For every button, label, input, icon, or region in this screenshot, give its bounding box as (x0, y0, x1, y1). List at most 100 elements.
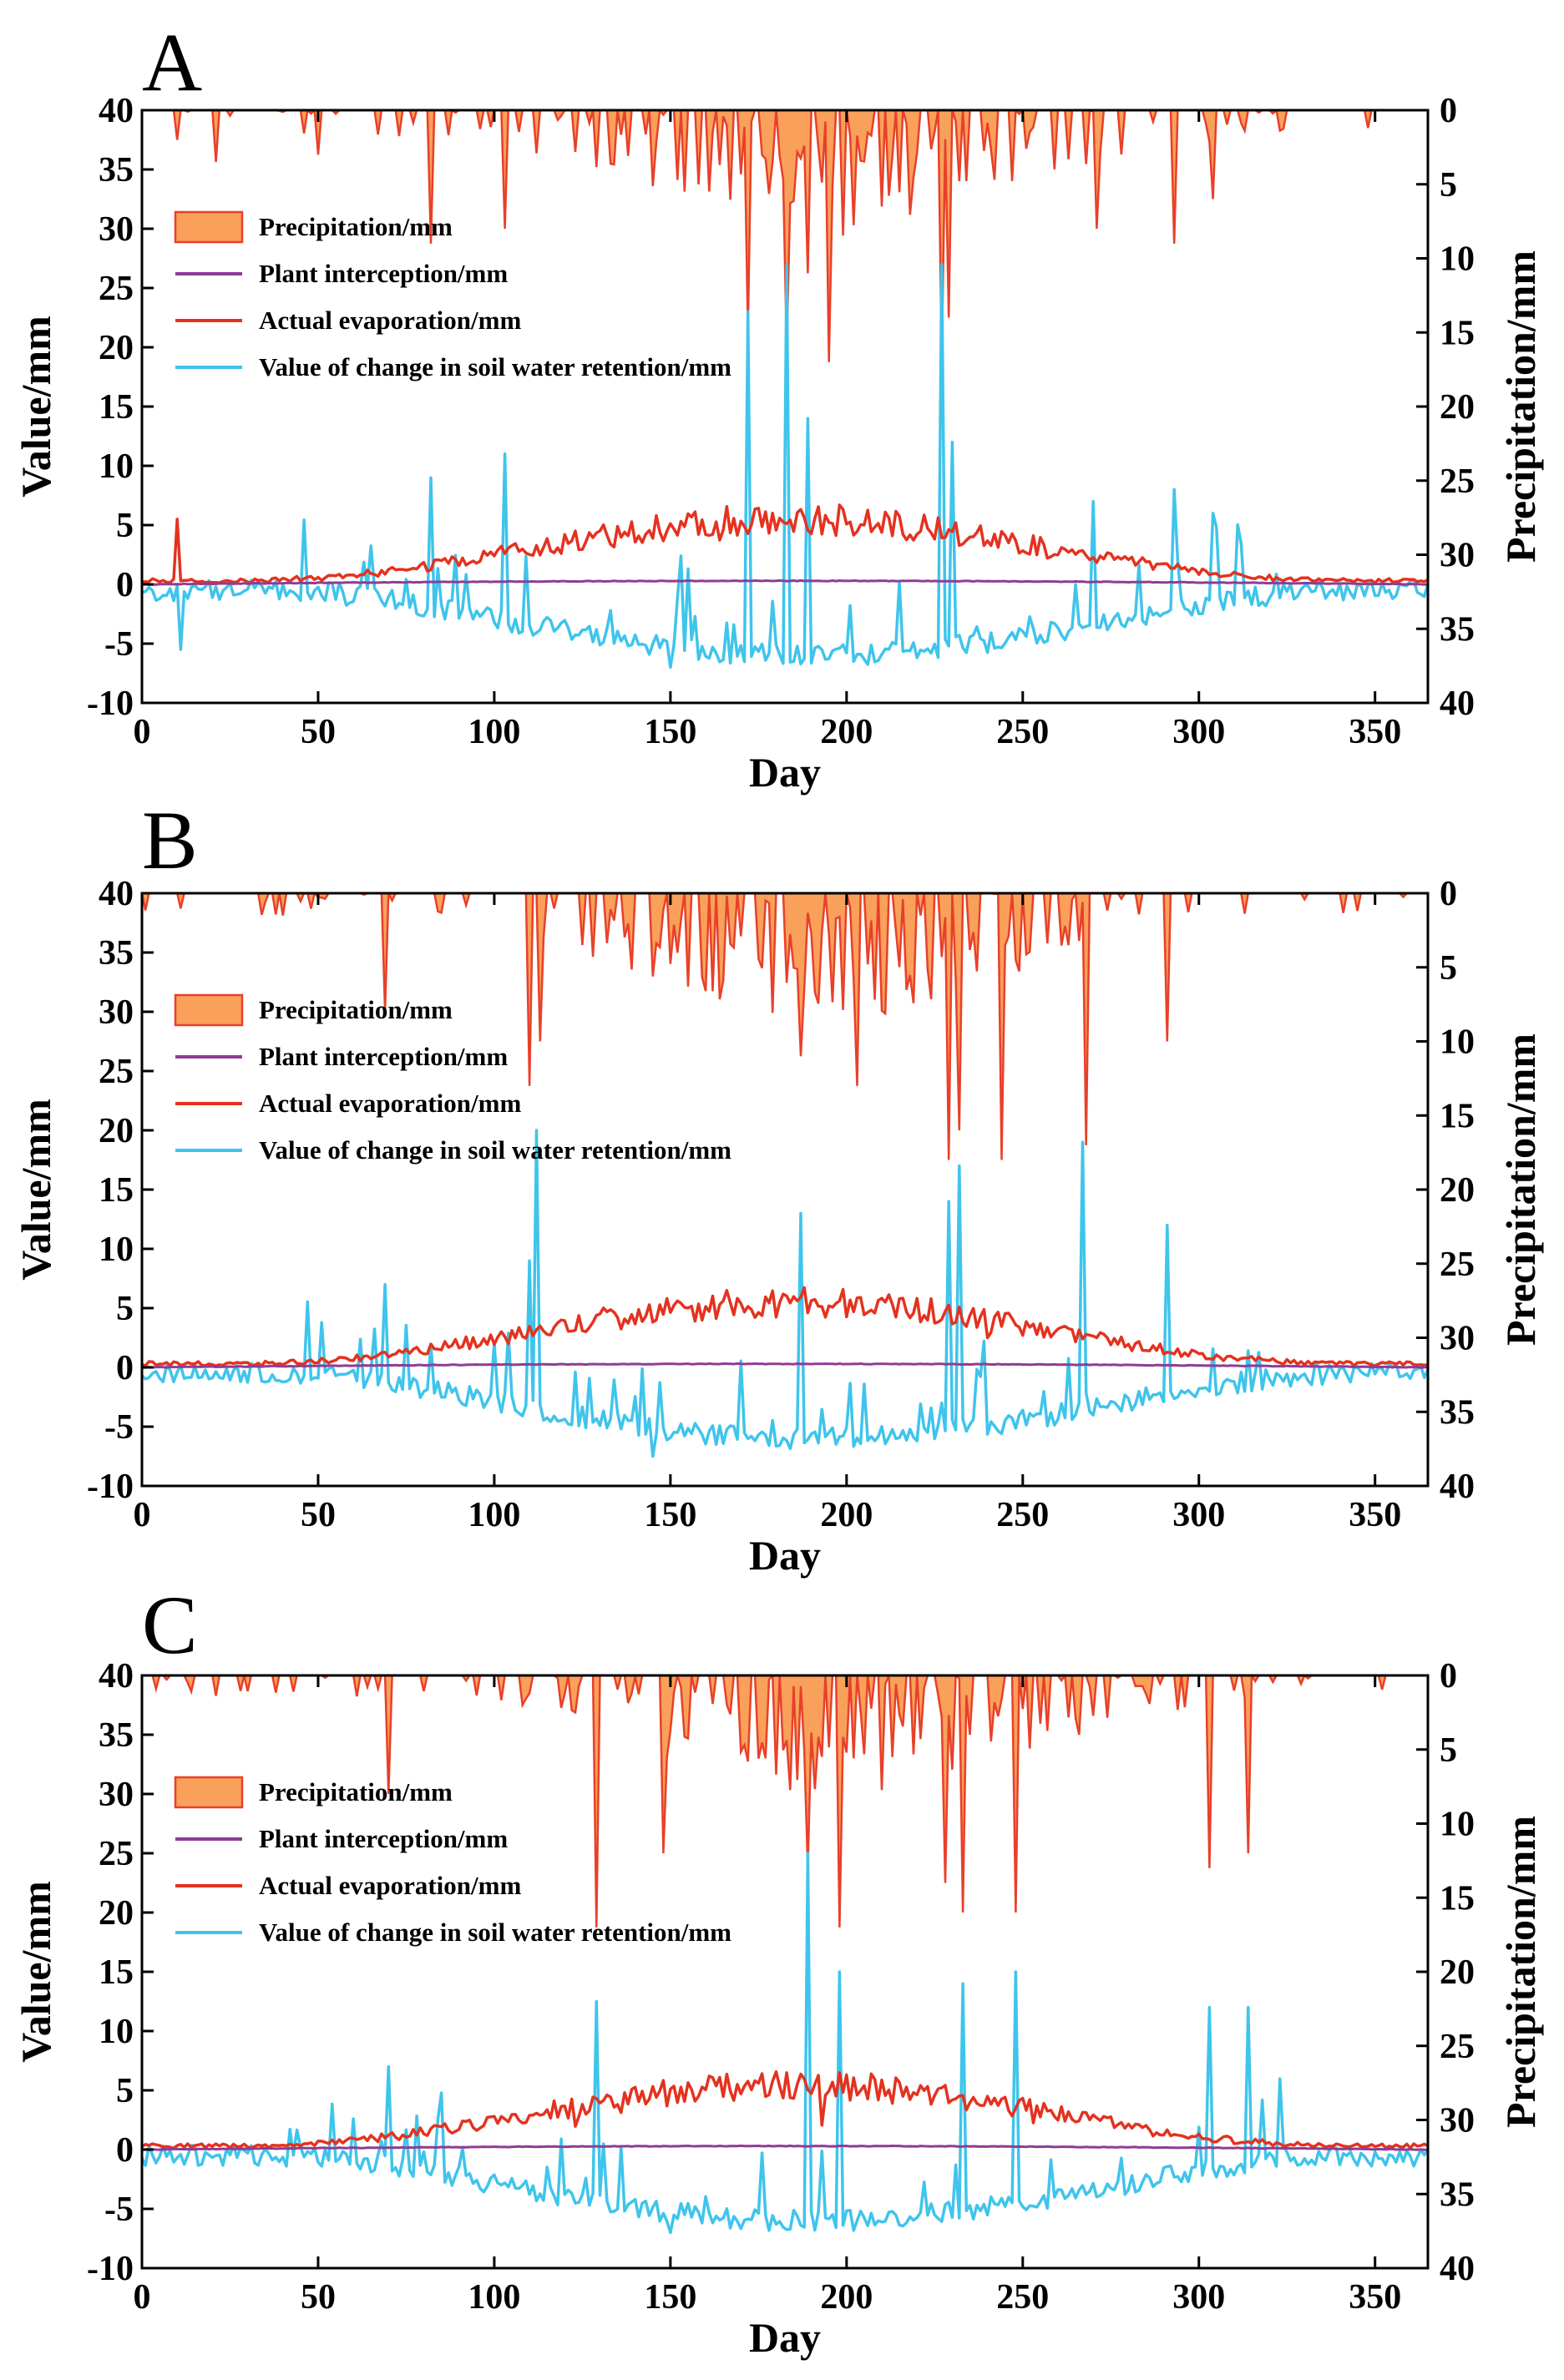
legend: Precipitation/mm Plant interception/mm Act… (174, 1776, 731, 1947)
y2-tick-label: 20 (1440, 388, 1475, 427)
y2-tick-label: 0 (1440, 875, 1457, 913)
legend-entry: Actual evaporation/mm (259, 1871, 521, 1900)
legend: Precipitation/mm Plant interception/mm Act… (174, 993, 731, 1165)
series-actual-evaporation (142, 503, 1428, 585)
y2-tick-label: 5 (1440, 166, 1457, 205)
legend-entry: Value of change in soil water retention/… (259, 1135, 731, 1165)
y2-tick-label: 20 (1440, 1171, 1475, 1210)
x-tick-label: 300 (1172, 2278, 1225, 2317)
y-tick-label: 10 (99, 2013, 134, 2051)
x-axis-label: Day (749, 1532, 821, 1579)
y-tick-label: -10 (87, 685, 134, 723)
y2-tick-label: 30 (1440, 537, 1475, 575)
y-tick-label: 20 (99, 1112, 134, 1150)
y2-tick-label: 15 (1440, 314, 1475, 352)
legend-swatch-precipitation (174, 210, 244, 244)
y2-tick-label: 35 (1440, 1393, 1475, 1432)
legend-entry: Plant interception/mm (259, 1824, 508, 1853)
y-tick-label: 10 (99, 1230, 134, 1269)
x-tick-label: 100 (468, 2278, 520, 2317)
legend-entry: Precipitation/mm (259, 1777, 453, 1806)
y2-tick-label: 30 (1440, 2102, 1475, 2140)
y2-axis-label: Precipitation/mm (1497, 1033, 1544, 1346)
y-tick-label: -5 (104, 1408, 134, 1447)
y-tick-label: -10 (87, 2250, 134, 2288)
series-actual-evaporation (142, 1286, 1428, 1367)
y2-tick-label: 15 (1440, 1879, 1475, 1918)
series-soil-water-change (142, 1852, 1428, 2235)
x-tick-label: 150 (644, 1496, 696, 1534)
y2-tick-label: 40 (1440, 685, 1475, 723)
x-tick-label: 300 (1172, 713, 1225, 751)
y-tick-label: 10 (99, 447, 134, 486)
y-tick-label: 35 (99, 151, 134, 189)
y2-tick-label: 5 (1440, 949, 1457, 988)
y2-tick-label: 25 (1440, 2028, 1475, 2066)
y2-tick-label: 20 (1440, 1953, 1475, 1992)
y-tick-label: 40 (99, 92, 134, 130)
y-tick-label: 0 (116, 1349, 134, 1387)
y2-tick-label: 35 (1440, 2175, 1475, 2214)
x-tick-label: 250 (996, 2278, 1049, 2317)
y-tick-label: 5 (116, 1290, 134, 1328)
y2-tick-label: 40 (1440, 1468, 1475, 1506)
legend-entry: Plant interception/mm (259, 1042, 508, 1071)
legend-swatch-precipitation (174, 1776, 244, 1809)
y-tick-label: 20 (99, 329, 134, 367)
y-tick-label: 5 (116, 507, 134, 545)
legend: Precipitation/mm Plant interception/mm Act… (174, 210, 731, 382)
series-plant-interception (142, 2144, 1428, 2151)
y2-tick-label: 0 (1440, 1657, 1457, 1695)
x-tick-label: 50 (301, 2278, 336, 2317)
y-tick-label: 15 (99, 1953, 134, 1992)
x-tick-label: 300 (1172, 1496, 1225, 1534)
legend-entry: Value of change in soil water retention/… (259, 352, 731, 382)
series-plant-interception (142, 579, 1428, 586)
series-soil-water-change (142, 1129, 1428, 1458)
x-tick-label: 200 (820, 713, 873, 751)
y-tick-label: 35 (99, 1716, 134, 1755)
y-tick-label: -5 (104, 2191, 134, 2229)
y2-tick-label: 10 (1440, 1806, 1475, 1844)
y2-tick-label: 5 (1440, 1731, 1457, 1770)
y-tick-label: -5 (104, 625, 134, 664)
plot-area (142, 893, 1428, 1458)
x-tick-label: 350 (1349, 2278, 1401, 2317)
x-tick-label: 350 (1349, 1496, 1401, 1534)
y-tick-label: 40 (99, 875, 134, 913)
x-axis-label: Day (749, 2314, 821, 2361)
legend-entry: Value of change in soil water retention/… (259, 1918, 731, 1947)
y-tick-label: -10 (87, 1468, 134, 1506)
series-plant-interception (142, 1362, 1428, 1369)
y-axis-label: Value/mm (13, 316, 59, 498)
series-soil-water-change (142, 262, 1428, 670)
x-tick-label: 350 (1349, 713, 1401, 751)
x-tick-label: 250 (996, 713, 1049, 751)
y-tick-label: 30 (99, 210, 134, 249)
y2-tick-label: 40 (1440, 2250, 1475, 2288)
y-tick-label: 20 (99, 1894, 134, 1933)
y2-axis-label: Precipitation/mm (1497, 250, 1544, 563)
y-tick-label: 5 (116, 2072, 134, 2110)
y-tick-label: 0 (116, 2131, 134, 2170)
axes-frame (140, 892, 1430, 1488)
x-tick-label: 150 (644, 2278, 696, 2317)
y-tick-label: 15 (99, 1171, 134, 1210)
x-tick-label: 0 (134, 713, 151, 751)
x-tick-label: 100 (468, 1496, 520, 1534)
y2-tick-label: 35 (1440, 610, 1475, 649)
y-tick-label: 25 (99, 1053, 134, 1091)
y-tick-label: 35 (99, 934, 134, 973)
series-precipitation (142, 1675, 1428, 1928)
x-tick-label: 100 (468, 713, 520, 751)
legend-entry: Actual evaporation/mm (259, 306, 521, 335)
axes-frame (140, 1674, 1430, 2270)
series-precipitation (142, 893, 1428, 1160)
panel-letter: B (142, 794, 198, 887)
y-tick-label: 30 (99, 993, 134, 1032)
y-tick-label: 30 (99, 1776, 134, 1814)
legend-swatch-precipitation (174, 993, 244, 1027)
y2-tick-label: 25 (1440, 1246, 1475, 1284)
plot-area (142, 110, 1428, 670)
